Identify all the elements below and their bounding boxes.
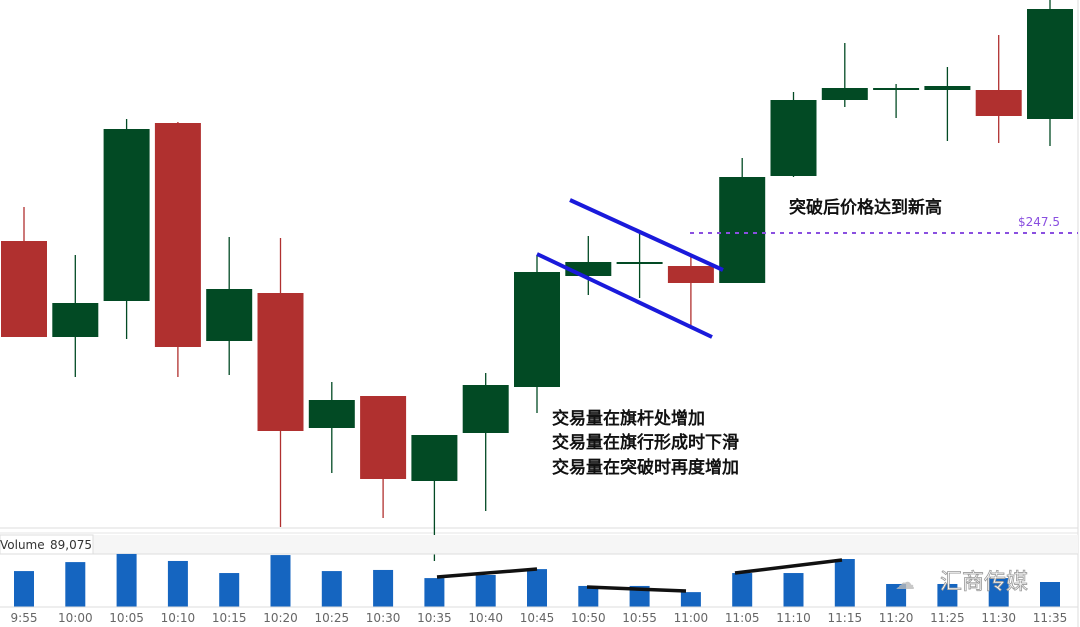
time-tick-label: 10:15 — [212, 611, 247, 625]
volume-trend-line-1 — [436, 567, 538, 579]
volume-value: 89,075 — [50, 538, 92, 552]
time-tick-label: 11:10 — [776, 611, 811, 625]
volume-bar — [732, 573, 753, 607]
volume-bar — [116, 553, 137, 607]
volume-bars — [14, 553, 1060, 607]
candle-body — [821, 88, 868, 100]
candle-body — [1, 241, 47, 337]
time-tick-label: 11:20 — [879, 611, 914, 625]
volume-bar — [219, 573, 240, 607]
flag-lower-line — [536, 252, 713, 339]
candle-body — [1027, 9, 1073, 119]
candle-body — [924, 86, 971, 90]
watermark: 汇商传媒 — [940, 570, 1028, 595]
volume-bar — [167, 560, 188, 607]
volume-trend-line-2 — [586, 585, 687, 593]
volume-bar — [373, 569, 394, 607]
time-tick-label: 11:35 — [1033, 611, 1068, 625]
candle-body — [514, 272, 560, 387]
time-tick-label: 10:35 — [417, 611, 452, 625]
time-tick-label: 10:20 — [263, 611, 298, 625]
time-tick-label: 11:00 — [674, 611, 709, 625]
candle-body — [206, 289, 253, 341]
candle-body — [360, 396, 407, 479]
time-tick-label: 10:45 — [520, 611, 555, 625]
time-tick-label: 9:55 — [11, 611, 38, 625]
candle-body — [719, 177, 766, 283]
volume-bar — [783, 573, 804, 607]
candle-body — [308, 400, 355, 428]
time-tick-label: 11:05 — [725, 611, 760, 625]
volume-trend-line-3 — [734, 558, 843, 575]
candle-body — [667, 266, 714, 283]
candle-body — [257, 293, 304, 431]
volume-bar — [65, 562, 86, 607]
volume-bar — [886, 583, 907, 607]
volume-bar — [475, 575, 496, 607]
candle-body — [616, 262, 663, 264]
volume-bar — [527, 569, 547, 607]
time-tick-label: 11:30 — [981, 611, 1016, 625]
time-tick-label: 10:25 — [315, 611, 350, 625]
candle-body — [770, 100, 817, 176]
volume-bar — [1040, 582, 1060, 607]
volume-bar — [578, 585, 599, 607]
time-tick-label: 11:25 — [930, 611, 965, 625]
price-level-label: $247.5 — [1018, 215, 1060, 229]
time-tick-label: 10:05 — [109, 611, 144, 625]
volume-note-3: 交易量在突破时再度增加 — [552, 457, 739, 478]
time-ticks: 9:55 10:00 10:05 10:10 10:15 10:20 10:25 10:30 1… — [11, 611, 1068, 625]
time-tick-label: 10:55 — [622, 611, 657, 625]
volume-bar — [629, 585, 650, 607]
candle-body — [411, 435, 458, 481]
volume-bar — [424, 578, 445, 607]
candle-body — [103, 129, 150, 301]
volume-bar — [937, 583, 958, 607]
volume-note-1: 交易量在旗杆处增加 — [552, 408, 705, 429]
volume-note-2: 交易量在旗行形成时下滑 — [552, 432, 739, 453]
volume-bar — [680, 592, 701, 607]
candle-body — [975, 90, 1022, 116]
volume-bar — [270, 555, 291, 607]
candle-body — [52, 303, 99, 337]
time-tick-label: 10:00 — [58, 611, 93, 625]
watermark-icon: ☁ — [895, 570, 915, 594]
volume-label: Volume — [0, 538, 45, 552]
volume-bar — [321, 571, 342, 607]
time-tick-label: 10:10 — [161, 611, 196, 625]
volume-bar — [14, 571, 34, 607]
candle-body — [154, 123, 201, 347]
breakout-note: 突破后价格达到新高 — [789, 197, 942, 218]
flag-upper-line — [569, 198, 724, 272]
time-tick-label: 10:40 — [468, 611, 503, 625]
volume-bar — [834, 559, 855, 607]
time-tick-label: 10:50 — [571, 611, 606, 625]
candle-body — [873, 88, 920, 90]
candles — [1, 0, 1073, 561]
time-tick-label: 10:30 — [366, 611, 401, 625]
volume-bar — [988, 578, 1009, 607]
candle-body — [462, 385, 509, 433]
volume-header — [0, 535, 1078, 554]
time-tick-label: 11:15 — [828, 611, 863, 625]
